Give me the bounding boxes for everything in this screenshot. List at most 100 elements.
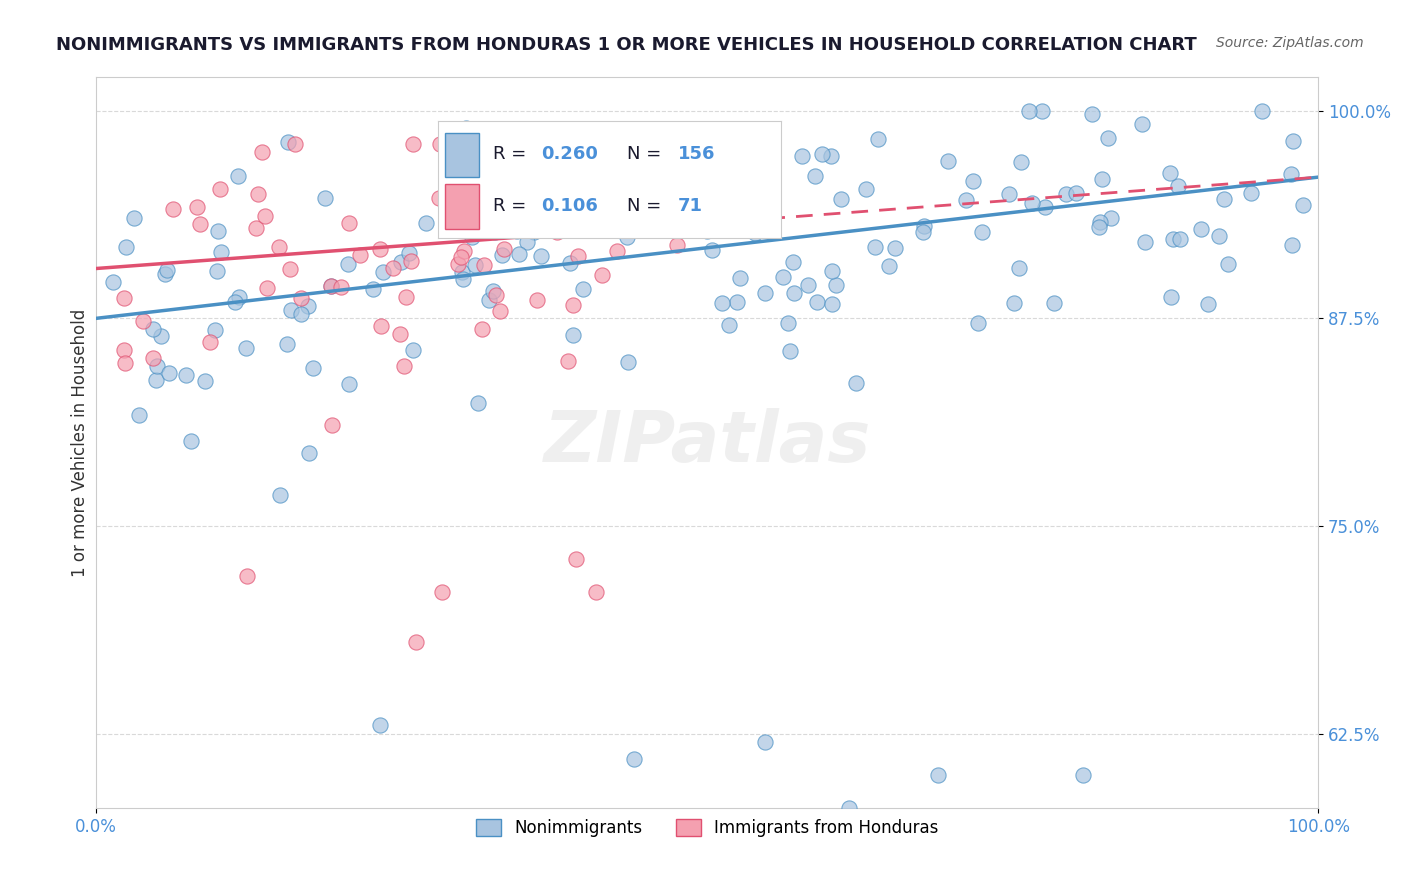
Point	[472, 258, 495, 272]
Point	[278, 261, 301, 276]
Point	[804, 169, 827, 184]
Point	[194, 374, 217, 388]
Point	[114, 291, 136, 305]
Point	[250, 145, 273, 160]
Point	[560, 204, 582, 219]
Point	[226, 169, 249, 183]
Point	[370, 319, 392, 334]
Point	[1208, 228, 1230, 243]
Point	[562, 328, 585, 343]
Point	[672, 214, 695, 228]
Point	[744, 227, 766, 241]
Point	[567, 249, 589, 263]
Point	[561, 298, 583, 312]
Point	[562, 185, 585, 199]
Point	[1213, 192, 1236, 206]
Point	[186, 201, 208, 215]
Point	[966, 317, 988, 331]
Point	[142, 351, 165, 365]
Point	[1161, 231, 1184, 245]
Point	[1018, 103, 1040, 118]
Point	[159, 366, 181, 380]
Point	[207, 264, 229, 278]
Point	[998, 187, 1021, 202]
Point	[1099, 211, 1122, 226]
Point	[868, 132, 890, 146]
Point	[696, 224, 718, 238]
Point	[955, 194, 977, 208]
Point	[516, 235, 538, 249]
Point	[228, 290, 250, 304]
Point	[1159, 166, 1181, 180]
Point	[820, 149, 842, 163]
Point	[1071, 768, 1094, 782]
Point	[548, 177, 571, 191]
Point	[1002, 295, 1025, 310]
Point	[877, 259, 900, 273]
Point	[1091, 171, 1114, 186]
Point	[779, 344, 801, 359]
Point	[591, 268, 613, 282]
Point	[783, 286, 806, 301]
Point	[506, 224, 529, 238]
Point	[207, 224, 229, 238]
Point	[754, 286, 776, 301]
Point	[759, 166, 782, 180]
Point	[188, 217, 211, 231]
Point	[616, 229, 638, 244]
Point	[540, 222, 562, 236]
Point	[772, 270, 794, 285]
Point	[461, 222, 484, 236]
Point	[337, 376, 360, 391]
Point	[200, 334, 222, 349]
Point	[415, 217, 437, 231]
Point	[339, 216, 361, 230]
Point	[630, 204, 652, 219]
Point	[509, 172, 531, 186]
Point	[467, 175, 489, 189]
Point	[1281, 134, 1303, 148]
Point	[824, 278, 846, 293]
Point	[1080, 107, 1102, 121]
Point	[371, 265, 394, 279]
Point	[970, 225, 993, 239]
Point	[236, 569, 259, 583]
Point	[399, 253, 422, 268]
Point	[830, 192, 852, 206]
Point	[912, 219, 935, 234]
Point	[269, 488, 291, 502]
Text: ZIPatlas: ZIPatlas	[544, 409, 870, 477]
Point	[1097, 131, 1119, 145]
Point	[884, 241, 907, 255]
Point	[247, 186, 270, 201]
Point	[1251, 103, 1274, 118]
Point	[936, 153, 959, 168]
Point	[298, 446, 321, 460]
Point	[1010, 155, 1032, 169]
Text: Source: ZipAtlas.com: Source: ZipAtlas.com	[1216, 36, 1364, 50]
Point	[402, 136, 425, 151]
Point	[491, 248, 513, 262]
Point	[1088, 219, 1111, 234]
Point	[112, 343, 135, 357]
Point	[838, 801, 860, 815]
Point	[717, 161, 740, 175]
Point	[700, 244, 723, 258]
Point	[1130, 117, 1153, 131]
Point	[149, 328, 172, 343]
Point	[297, 299, 319, 313]
Point	[321, 417, 343, 432]
Point	[314, 191, 336, 205]
Legend: Nonimmigrants, Immigrants from Honduras: Nonimmigrants, Immigrants from Honduras	[470, 813, 945, 844]
Point	[128, 409, 150, 423]
Point	[451, 271, 474, 285]
Point	[725, 294, 748, 309]
Point	[392, 359, 415, 374]
Point	[142, 322, 165, 336]
Point	[650, 162, 672, 177]
Point	[529, 249, 551, 263]
Point	[782, 254, 804, 268]
Point	[443, 174, 465, 188]
Point	[430, 585, 453, 599]
Point	[447, 257, 470, 271]
